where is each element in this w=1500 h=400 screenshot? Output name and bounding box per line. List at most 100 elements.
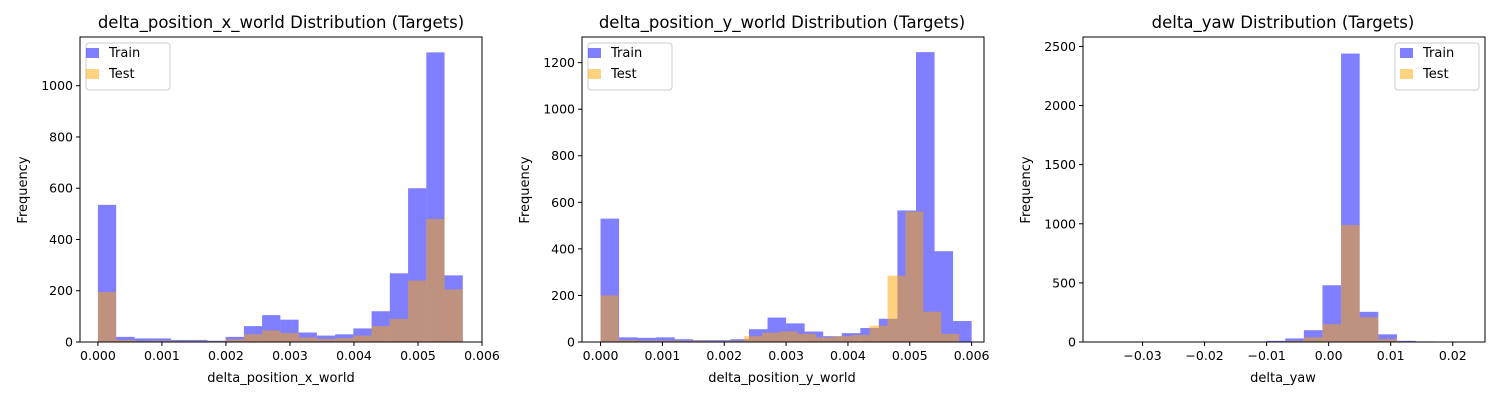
legend-swatch-test bbox=[86, 69, 99, 79]
series-test bbox=[97, 218, 463, 342]
x-tick-label: 0.006 bbox=[954, 348, 990, 363]
x-tick-label: 0.004 bbox=[336, 348, 372, 363]
y-tick-label: 200 bbox=[551, 288, 575, 303]
y-tick-label: 0 bbox=[567, 335, 575, 350]
bar-test-12 bbox=[815, 337, 834, 342]
y-tick-label: 1500 bbox=[1044, 157, 1076, 172]
bar-train-3 bbox=[152, 338, 171, 342]
legend-label-test: Test bbox=[108, 67, 135, 82]
chart-panel-yaw: delta_yaw Distribution (Targets) delta_y… bbox=[1019, 13, 1486, 386]
chart-panel-x: delta_position_x_world Distribution (Tar… bbox=[16, 13, 500, 386]
bar-test-14 bbox=[1359, 317, 1379, 342]
axes-frame bbox=[581, 36, 985, 343]
legend-box bbox=[587, 42, 673, 91]
bar-train-2 bbox=[134, 338, 153, 342]
y-tick-label: 500 bbox=[1052, 275, 1076, 290]
legend-label-train: Train bbox=[610, 46, 642, 61]
bar-test-14 bbox=[851, 335, 870, 342]
bar-test-10 bbox=[1285, 340, 1304, 342]
y-tick-label: 800 bbox=[551, 148, 575, 163]
bar-test-17 bbox=[905, 211, 924, 342]
legend-label-train: Train bbox=[108, 46, 140, 61]
x-axis-label: delta_yaw bbox=[1250, 371, 1316, 386]
x-tick-label: 0.001 bbox=[645, 348, 681, 363]
bar-train-15 bbox=[1378, 334, 1397, 342]
bar-test-1 bbox=[116, 339, 135, 342]
bar-test-4 bbox=[672, 340, 691, 342]
histogram-bars bbox=[600, 52, 972, 343]
bar-train-11 bbox=[1303, 330, 1323, 342]
bar-test-13 bbox=[833, 336, 852, 342]
y-tick-label: 400 bbox=[49, 232, 73, 247]
bar-test-12 bbox=[316, 338, 336, 342]
bar-train-1 bbox=[116, 336, 135, 342]
x-tick-label: 0.003 bbox=[768, 348, 804, 363]
y-tick-label: 600 bbox=[49, 181, 73, 196]
y-axis-label: Frequency bbox=[1019, 156, 1034, 223]
y-tick-label: 200 bbox=[49, 283, 73, 298]
bar-test-17 bbox=[408, 280, 427, 342]
bar-train-2 bbox=[637, 337, 657, 342]
bar-test-19 bbox=[444, 289, 463, 342]
x-tick-label: 0.000 bbox=[583, 348, 619, 363]
bar-test-3 bbox=[152, 340, 171, 342]
y-tick-label: 1000 bbox=[1044, 216, 1076, 231]
axes-frame bbox=[79, 36, 483, 343]
bar-test-7 bbox=[225, 339, 244, 342]
legend-swatch-train bbox=[86, 48, 99, 58]
y-axis-label: Frequency bbox=[518, 156, 533, 223]
bar-test-5 bbox=[690, 340, 709, 342]
bar-train-9 bbox=[1266, 340, 1286, 342]
bar-train-12 bbox=[316, 335, 336, 342]
bar-test-7 bbox=[726, 340, 745, 342]
x-axis-label: delta_position_y_world bbox=[708, 371, 855, 386]
bar-test-15 bbox=[371, 326, 390, 342]
bar-test-15 bbox=[869, 325, 888, 342]
legend-label-test: Test bbox=[1422, 67, 1449, 82]
x-tick-label: 0.002 bbox=[706, 348, 742, 363]
y-tick-label: 0 bbox=[1068, 335, 1076, 350]
x-tick-label: −0.03 bbox=[1123, 348, 1161, 363]
y-tick-label: 1200 bbox=[543, 55, 575, 70]
bar-test-13 bbox=[335, 338, 354, 342]
x-tick-label: 0.005 bbox=[892, 348, 928, 363]
legend-swatch-test bbox=[588, 69, 601, 79]
x-tick-label: 0.02 bbox=[1439, 348, 1467, 363]
histogram-bars bbox=[97, 52, 463, 343]
chart-title: delta_position_x_world Distribution (Tar… bbox=[98, 13, 464, 33]
bar-test-16 bbox=[389, 318, 409, 342]
chart-title: delta_position_y_world Distribution (Tar… bbox=[599, 13, 965, 33]
y-tick-label: 600 bbox=[551, 195, 575, 210]
bar-test-11 bbox=[797, 333, 816, 342]
y-tick-label: 1000 bbox=[543, 102, 575, 117]
series-train bbox=[1099, 53, 1472, 343]
x-tick-label: 0.005 bbox=[400, 348, 436, 363]
bar-test-8 bbox=[243, 334, 263, 342]
x-axis-label: delta_position_x_world bbox=[207, 371, 354, 386]
x-tick-label: 0.006 bbox=[464, 348, 500, 363]
bar-test-9 bbox=[262, 330, 281, 342]
bar-test-11 bbox=[298, 337, 317, 342]
bar-test-18 bbox=[923, 311, 942, 342]
series-test bbox=[600, 211, 960, 342]
bar-test-5 bbox=[189, 340, 208, 342]
chart-title: delta_yaw Distribution (Targets) bbox=[1152, 13, 1415, 33]
bar-train-1 bbox=[619, 337, 638, 342]
legend-label-test: Test bbox=[610, 67, 637, 82]
bar-test-4 bbox=[170, 340, 190, 342]
bar-train-10 bbox=[1285, 338, 1304, 342]
bar-test-9 bbox=[761, 332, 780, 342]
bar-test-0 bbox=[600, 295, 619, 342]
x-tick-label: 0.003 bbox=[272, 348, 308, 363]
y-tick-label: 2000 bbox=[1044, 98, 1076, 113]
bar-test-10 bbox=[280, 333, 299, 342]
legend-swatch-test bbox=[1400, 69, 1413, 79]
chart-panel-y: delta_position_y_world Distribution (Tar… bbox=[518, 13, 990, 386]
bar-test-3 bbox=[654, 340, 673, 342]
x-tick-label: −0.02 bbox=[1185, 348, 1223, 363]
y-tick-label: 2500 bbox=[1044, 39, 1076, 54]
bar-test-12 bbox=[1322, 324, 1342, 342]
legend-box bbox=[1394, 42, 1480, 91]
bar-train-7 bbox=[730, 339, 749, 342]
bar-test-2 bbox=[134, 340, 153, 342]
